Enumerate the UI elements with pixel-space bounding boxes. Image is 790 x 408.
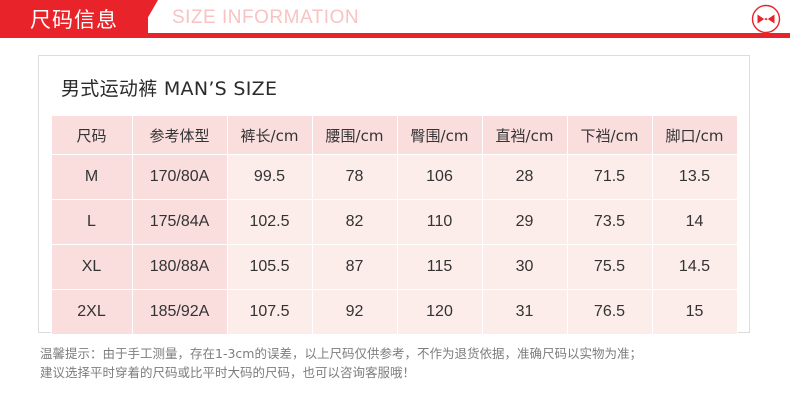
table-cell: 78	[311, 154, 398, 200]
table-cell: 28	[481, 154, 568, 200]
table-cell: 106	[396, 154, 483, 200]
table-cell-body: 170/80A	[131, 154, 228, 200]
footer-note-line-1: 温馨提示：由于手工测量，存在1-3cm的误差，以上尺码仅供参考，不作为退货依据，…	[40, 346, 642, 361]
table-cell: 31	[481, 289, 568, 335]
table-header-row: 尺码 参考体型 裤长/cm 腰围/cm 臀围/cm 直裆/cm 下裆/cm 脚口…	[50, 115, 738, 155]
table-cell-size: M	[50, 154, 133, 200]
table-cell: 92	[311, 289, 398, 335]
table-cell: 75.5	[566, 244, 653, 290]
size-table: 尺码 参考体型 裤长/cm 腰围/cm 臀围/cm 直裆/cm 下裆/cm 脚口…	[50, 115, 738, 335]
table-cell: 14.5	[651, 244, 738, 290]
table-cell-size: 2XL	[50, 289, 133, 335]
table-cell: 13.5	[651, 154, 738, 200]
table-cell-body: 175/84A	[131, 199, 228, 245]
table-cell: 102.5	[226, 199, 313, 245]
table-cell-body: 180/88A	[131, 244, 228, 290]
table-cell: 76.5	[566, 289, 653, 335]
page-header: 尺码信息 SIZE INFORMATION	[0, 0, 790, 46]
table-cell: 87	[311, 244, 398, 290]
table-cell-size: L	[50, 199, 133, 245]
table-cell: 29	[481, 199, 568, 245]
footer-note: 温馨提示：由于手工测量，存在1-3cm的误差，以上尺码仅供参考，不作为退货依据，…	[40, 344, 770, 382]
table-header-cell: 臀围/cm	[396, 115, 483, 155]
header-red-rule	[0, 33, 790, 38]
table-cell-size: XL	[50, 244, 133, 290]
table-cell: 73.5	[566, 199, 653, 245]
table-header-cell: 腰围/cm	[311, 115, 398, 155]
table-row: L 175/84A 102.5 82 110 29 73.5 14	[50, 199, 738, 245]
page-title: 男式运动裤 MAN’S SIZE	[61, 78, 278, 100]
table-cell: 14	[651, 199, 738, 245]
table-cell: 15	[651, 289, 738, 335]
table-row: M 170/80A 99.5 78 106 28 71.5 13.5	[50, 154, 738, 200]
table-cell: 30	[481, 244, 568, 290]
header-cn-title: 尺码信息	[30, 8, 118, 32]
brand-logo-icon	[750, 3, 782, 35]
table-cell: 99.5	[226, 154, 313, 200]
table-cell: 107.5	[226, 289, 313, 335]
table-cell: 115	[396, 244, 483, 290]
table-cell-body: 185/92A	[131, 289, 228, 335]
table-cell: 110	[396, 199, 483, 245]
table-header-cell: 直裆/cm	[481, 115, 568, 155]
table-cell: 82	[311, 199, 398, 245]
table-cell: 71.5	[566, 154, 653, 200]
header-banner: 尺码信息	[0, 0, 148, 38]
table-header-cell: 下裆/cm	[566, 115, 653, 155]
table-header-cell: 参考体型	[131, 115, 228, 155]
table-header-cell: 尺码	[50, 115, 133, 155]
header-en-title: SIZE INFORMATION	[172, 7, 360, 28]
table-cell: 120	[396, 289, 483, 335]
table-header-cell: 裤长/cm	[226, 115, 313, 155]
table-header-cell: 脚口/cm	[651, 115, 738, 155]
footer-note-line-2: 建议选择平时穿着的尺码或比平时大码的尺码，也可以咨询客服哦！	[40, 365, 416, 380]
table-cell: 105.5	[226, 244, 313, 290]
table-row: 2XL 185/92A 107.5 92 120 31 76.5 15	[50, 289, 738, 335]
size-chart-card: 男式运动裤 MAN’S SIZE 尺码 参考体型 裤长/cm 腰围/cm 臀围/…	[38, 55, 750, 335]
table-row: XL 180/88A 105.5 87 115 30 75.5 14.5	[50, 244, 738, 290]
